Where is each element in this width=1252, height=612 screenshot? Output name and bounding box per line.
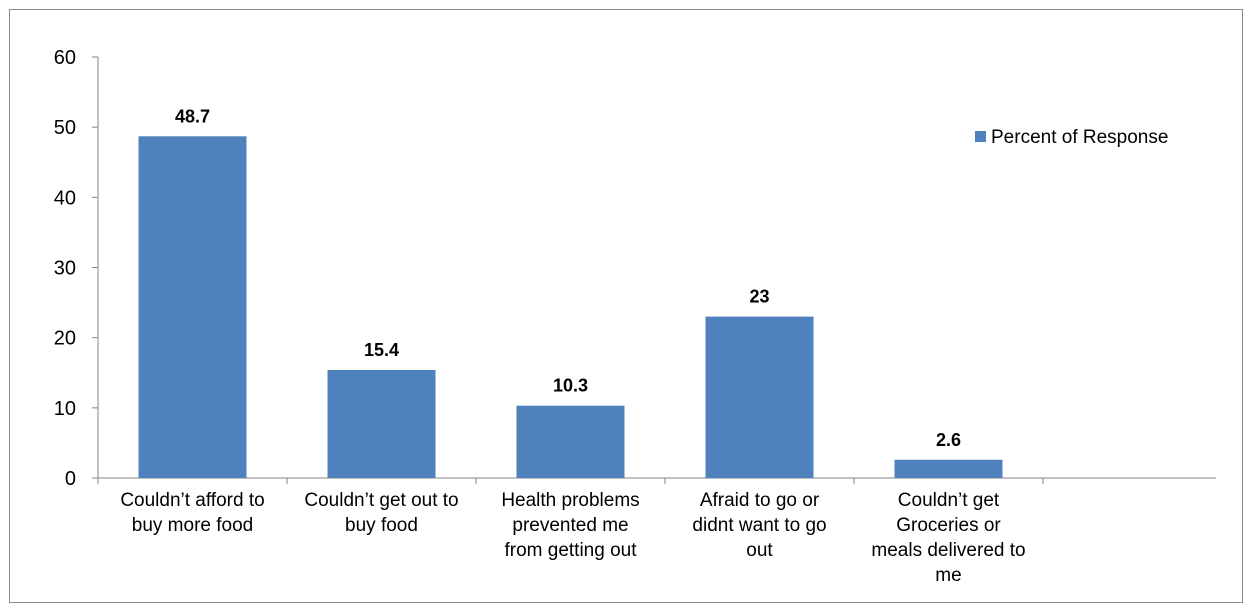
category-label-line: from getting out <box>504 540 637 561</box>
category-label: Couldn’t get out to buy food <box>304 490 458 536</box>
y-tick-label: 60 <box>54 47 76 69</box>
chart-legend: Percent of Response <box>975 127 1168 148</box>
data-label: 23 <box>749 287 769 307</box>
category-label-line: me <box>935 565 961 586</box>
category-label-line: out <box>746 540 773 561</box>
y-tick-label: 30 <box>54 258 76 280</box>
category-label-line: Groceries or <box>896 515 1001 536</box>
category-label-line: Couldn’t afford to <box>120 490 264 511</box>
category-label: Health problems prevented me from getting … <box>501 490 639 561</box>
category-label-line: Couldn’t get out to <box>304 490 458 511</box>
y-tick-label: 20 <box>54 328 76 350</box>
category-label-line: Couldn’t get <box>898 490 1000 511</box>
category-label-line: buy more food <box>132 515 253 536</box>
bar <box>894 459 1003 478</box>
bar <box>138 136 247 478</box>
category-label-line: prevented me <box>512 515 628 536</box>
category-label-line: buy food <box>345 515 418 536</box>
category-label: Afraid to go or didnt want to go out <box>692 490 826 561</box>
category-label-line: didnt want to go <box>692 515 826 536</box>
data-label: 10.3 <box>553 376 588 396</box>
data-label: 48.7 <box>175 106 210 126</box>
data-label: 15.4 <box>364 340 399 360</box>
category-label-line: Health problems <box>501 490 639 511</box>
category-label: Couldn’t get Groceries or meals delivered … <box>871 490 1025 586</box>
y-tick-label: 10 <box>54 398 76 420</box>
y-tick-label: 40 <box>54 187 76 209</box>
legend-swatch <box>975 131 986 142</box>
bar <box>327 369 436 478</box>
data-label: 2.6 <box>936 430 961 450</box>
y-tick-label: 0 <box>65 468 76 490</box>
chart-bars <box>138 136 1003 478</box>
bar <box>516 405 625 478</box>
category-label: Couldn’t afford to buy more food <box>120 490 264 536</box>
chart-axes: 0 10 20 30 40 50 60 <box>54 47 1216 490</box>
category-label-line: Afraid to go or <box>700 490 820 511</box>
legend-label: Percent of Response <box>991 127 1168 148</box>
chart-labels: 48.7 Couldn’t afford to buy more food 15.4 C… <box>120 106 1025 586</box>
category-label-line: meals delivered to <box>871 540 1025 561</box>
bar <box>705 316 814 478</box>
y-tick-label: 50 <box>54 117 76 139</box>
